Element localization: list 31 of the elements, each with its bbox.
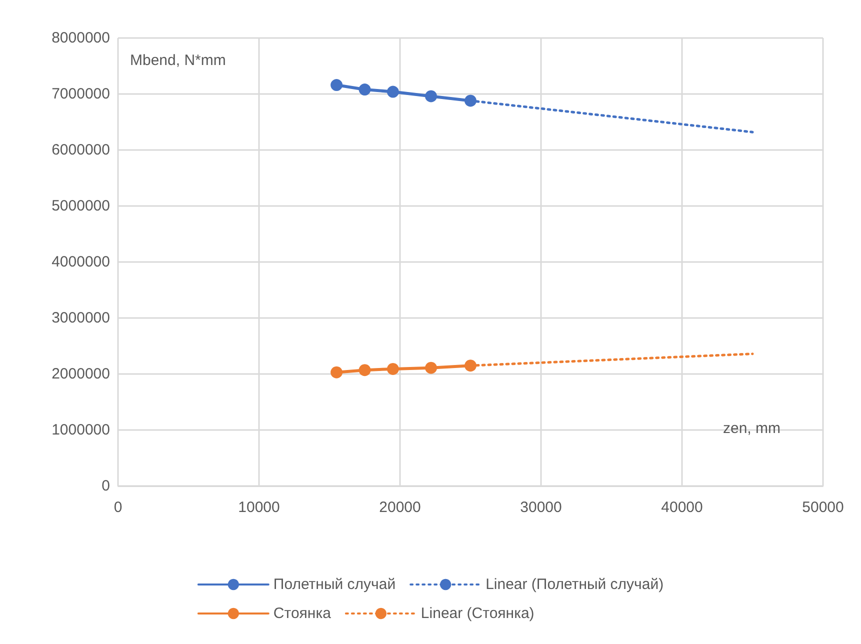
point	[425, 90, 438, 102]
point	[386, 362, 399, 375]
legend-label: Linear (Полетный случай)	[486, 576, 664, 593]
x-tick-label: 10000	[238, 499, 280, 516]
point	[358, 84, 371, 96]
y-axis-title: Mbend, N*mm	[130, 52, 226, 69]
point	[358, 364, 371, 376]
point	[330, 366, 343, 378]
y-tick-label: 0	[102, 478, 110, 494]
legend-label: Полетный случай	[273, 576, 396, 593]
point	[386, 86, 399, 98]
y-tick-label: 6000000	[52, 142, 110, 158]
x-tick-label: 50000	[802, 499, 844, 516]
point	[464, 94, 476, 107]
y-tick-label: 4000000	[52, 254, 110, 270]
point	[425, 362, 438, 374]
y-tick-label: 1000000	[52, 422, 110, 438]
point	[330, 79, 343, 92]
x-tick-label: 30000	[520, 499, 562, 516]
y-tick-label: 8000000	[52, 30, 110, 46]
point	[464, 360, 476, 372]
y-tick-label: 2000000	[52, 366, 110, 382]
x-tick-label: 20000	[379, 499, 421, 516]
y-tick-label: 3000000	[52, 310, 110, 326]
legend-label: Стоянка	[273, 605, 332, 622]
x-tick-label: 0	[114, 499, 122, 516]
legend-label: Linear (Стоянка)	[420, 605, 534, 622]
x-axis-title: zen, mm	[723, 420, 781, 437]
x-tick-label: 40000	[661, 499, 703, 516]
y-tick-label: 7000000	[52, 86, 110, 102]
y-tick-label: 5000000	[52, 198, 110, 214]
